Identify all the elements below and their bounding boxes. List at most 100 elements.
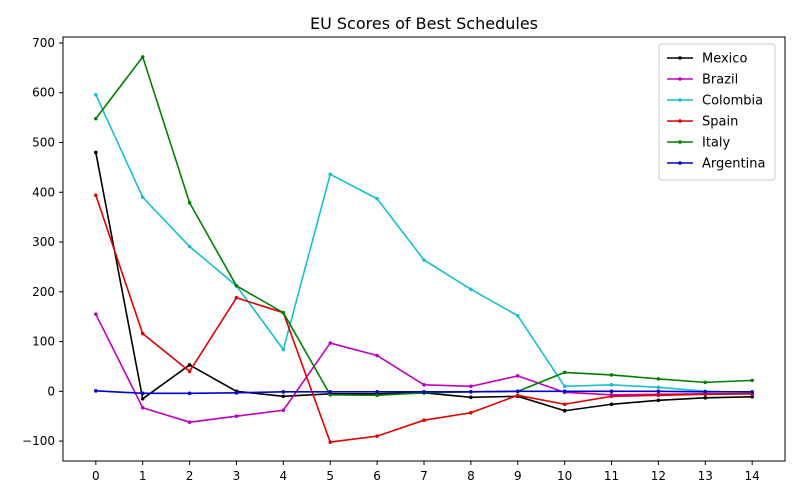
data-point-colombia	[281, 347, 286, 352]
x-tick-label: 8	[467, 469, 475, 483]
data-point-argentina	[656, 389, 661, 394]
data-point-spain	[140, 331, 145, 336]
x-tick-label: 2	[186, 469, 194, 483]
data-point-mexico	[140, 396, 145, 401]
data-point-colombia	[656, 385, 661, 390]
data-point-argentina	[562, 389, 567, 394]
data-point-spain	[187, 369, 192, 374]
y-tick-label: 0	[47, 384, 55, 398]
data-point-italy	[703, 380, 708, 385]
legend-label-colombia: Colombia	[702, 94, 763, 109]
data-point-colombia	[375, 196, 379, 201]
data-point-argentina	[328, 390, 333, 394]
x-tick-label: 14	[745, 469, 760, 483]
data-point-argentina	[187, 391, 192, 396]
data-point-argentina	[469, 390, 473, 394]
legend-marker-argentina	[678, 161, 682, 165]
data-point-spain	[656, 393, 661, 398]
data-point-mexico	[562, 408, 567, 413]
y-tick-label: 500	[32, 136, 55, 150]
data-point-colombia	[562, 384, 567, 389]
data-point-mexico	[656, 398, 661, 403]
data-point-italy	[656, 377, 661, 381]
data-point-brazil	[469, 384, 473, 389]
series-line-colombia	[95, 94, 753, 394]
data-point-mexico	[94, 150, 98, 155]
data-point-colombia	[187, 244, 192, 249]
data-point-spain	[703, 392, 708, 397]
x-tick-label: 11	[604, 469, 619, 483]
data-point-italy	[234, 284, 239, 288]
data-point-colombia	[328, 172, 333, 177]
data-point-brazil	[281, 408, 286, 413]
y-tick-label: 200	[32, 285, 55, 299]
x-tick-label: 9	[514, 469, 522, 483]
data-point-mexico	[703, 395, 708, 400]
x-tick-label: 1	[139, 469, 147, 483]
data-point-argentina	[94, 389, 98, 393]
data-point-colombia	[515, 313, 520, 318]
legend-label-italy: Italy	[702, 136, 731, 151]
data-point-argentina	[515, 389, 520, 394]
data-point-colombia	[140, 195, 145, 200]
data-point-argentina	[140, 391, 145, 396]
data-point-mexico	[609, 402, 614, 407]
data-point-spain	[94, 193, 98, 198]
chart-title: EU Scores of Best Schedules	[310, 14, 538, 33]
data-point-mexico	[469, 395, 473, 400]
data-point-brazil	[187, 420, 192, 424]
data-point-spain	[234, 295, 239, 300]
legend-label-spain: Spain	[702, 115, 738, 130]
data-point-spain	[422, 418, 426, 422]
x-tick-label: 13	[698, 469, 713, 483]
data-point-spain	[562, 402, 567, 407]
data-point-colombia	[94, 92, 98, 97]
data-point-brazil	[234, 414, 239, 419]
data-point-brazil	[422, 383, 426, 387]
data-point-italy	[94, 116, 98, 121]
data-point-italy	[140, 55, 145, 59]
data-point-brazil	[328, 341, 333, 345]
legend-box	[658, 43, 776, 181]
legend-label-mexico: Mexico	[702, 52, 747, 67]
x-tick-label: 7	[420, 469, 428, 483]
legend-marker-italy	[678, 140, 682, 144]
x-tick-label: 3	[233, 469, 241, 483]
data-point-italy	[750, 378, 754, 383]
x-tick-label: 5	[326, 469, 334, 483]
y-tick-label: 300	[32, 235, 55, 249]
y-tick-label: 700	[32, 36, 55, 50]
x-tick-label: 6	[373, 469, 381, 483]
x-tick-label: 0	[92, 469, 100, 483]
data-point-italy	[375, 393, 379, 398]
data-point-mexico	[187, 363, 192, 367]
data-point-colombia	[609, 383, 614, 387]
data-point-argentina	[375, 390, 379, 394]
y-tick-label: −100	[22, 434, 55, 448]
data-point-brazil	[375, 353, 379, 358]
legend-label-argentina: Argentina	[702, 157, 765, 172]
legend-marker-spain	[678, 119, 682, 123]
data-point-argentina	[609, 389, 614, 394]
x-tick-label: 12	[651, 469, 666, 483]
data-point-argentina	[281, 390, 286, 394]
data-point-spain	[609, 394, 614, 399]
data-point-argentina	[703, 390, 708, 394]
legend-label-brazil: Brazil	[702, 73, 738, 88]
legend-marker-brazil	[678, 77, 682, 81]
data-point-argentina	[422, 390, 426, 394]
x-tick-label: 10	[557, 469, 572, 483]
data-point-spain	[375, 434, 379, 438]
data-point-italy	[609, 373, 614, 377]
data-point-brazil	[140, 405, 145, 410]
data-point-spain	[515, 393, 520, 398]
data-point-brazil	[94, 312, 98, 316]
legend-marker-colombia	[678, 98, 682, 102]
series-line-italy	[95, 56, 753, 397]
data-point-italy	[187, 200, 192, 205]
data-point-colombia	[422, 258, 426, 262]
data-point-spain	[328, 440, 333, 444]
data-point-mexico	[281, 394, 286, 399]
